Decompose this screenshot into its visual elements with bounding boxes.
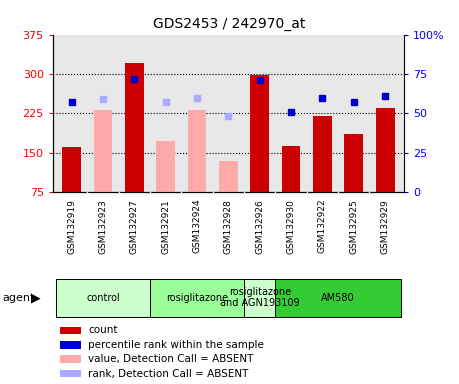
Bar	[376, 108, 395, 192]
Text: rosiglitazone: rosiglitazone	[166, 293, 228, 303]
Text: GSM132929: GSM132929	[381, 199, 390, 253]
Text: GSM132928: GSM132928	[224, 199, 233, 253]
Text: GSM132924: GSM132924	[192, 199, 202, 253]
Bar	[60, 370, 81, 377]
Text: rosiglitazone
and AGN193109: rosiglitazone and AGN193109	[220, 287, 300, 308]
Bar	[60, 341, 81, 349]
Text: GSM132927: GSM132927	[130, 199, 139, 253]
Text: GSM132926: GSM132926	[255, 199, 264, 253]
Text: control: control	[86, 293, 120, 303]
Text: GSM132925: GSM132925	[349, 199, 358, 253]
Bar	[125, 63, 144, 192]
Bar	[60, 355, 81, 363]
Bar	[156, 141, 175, 192]
FancyBboxPatch shape	[275, 279, 401, 316]
Text: agent: agent	[2, 293, 35, 303]
Bar	[62, 147, 81, 192]
Text: GSM132922: GSM132922	[318, 199, 327, 253]
Text: percentile rank within the sample: percentile rank within the sample	[88, 340, 264, 350]
Bar	[188, 109, 207, 192]
Text: GSM132930: GSM132930	[286, 199, 296, 254]
Text: GSM132923: GSM132923	[98, 199, 107, 253]
Text: count: count	[88, 326, 118, 336]
Text: value, Detection Call = ABSENT: value, Detection Call = ABSENT	[88, 354, 253, 364]
Text: GDS2453 / 242970_at: GDS2453 / 242970_at	[153, 17, 306, 31]
FancyBboxPatch shape	[244, 279, 275, 316]
Bar	[219, 161, 238, 192]
Bar	[94, 109, 112, 192]
Text: rank, Detection Call = ABSENT: rank, Detection Call = ABSENT	[88, 369, 248, 379]
Bar	[344, 134, 363, 192]
Bar	[250, 76, 269, 192]
FancyBboxPatch shape	[150, 279, 244, 316]
Bar	[282, 146, 301, 192]
Bar	[60, 326, 81, 334]
Text: GSM132921: GSM132921	[161, 199, 170, 253]
Text: GSM132919: GSM132919	[67, 199, 76, 254]
FancyBboxPatch shape	[56, 279, 150, 316]
Text: ▶: ▶	[31, 291, 41, 304]
Text: AM580: AM580	[321, 293, 355, 303]
Bar	[313, 116, 332, 192]
